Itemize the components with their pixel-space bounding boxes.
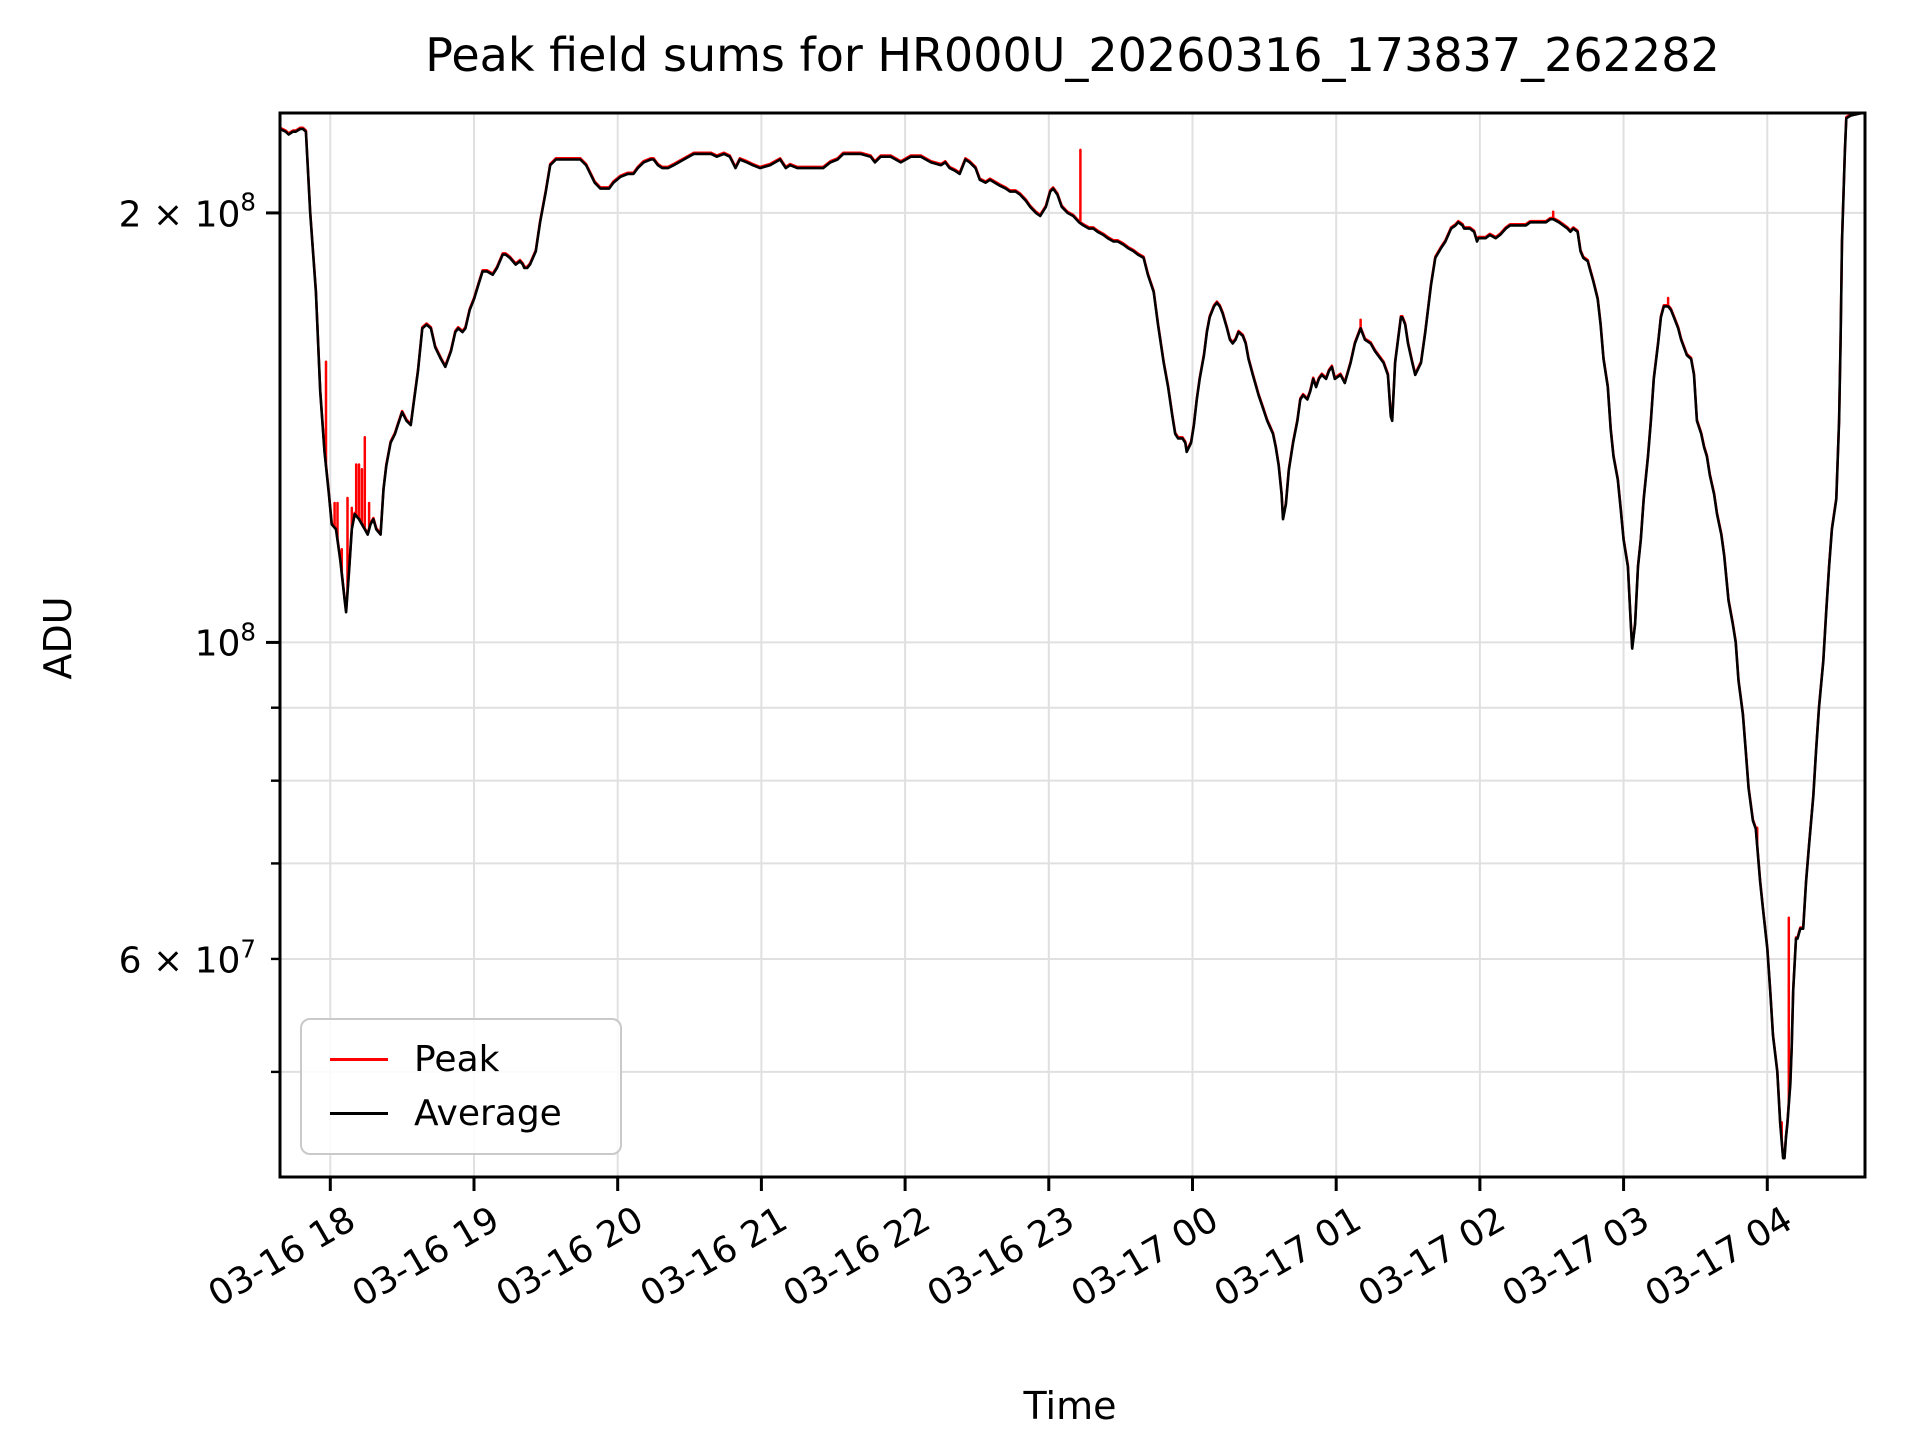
series-layer (279, 112, 1863, 1160)
chart-title: Peak field sums for HR000U_20260316_1738… (425, 28, 1720, 82)
peak-line (279, 112, 1863, 1159)
average-line (279, 112, 1863, 1160)
axis-ticks (266, 211, 1769, 1191)
grid (280, 113, 1865, 1177)
y-tick-label: 6 × 107 (118, 934, 256, 982)
average-line-sample (330, 1112, 388, 1115)
y-tick-label: 2 × 108 (118, 187, 256, 236)
legend-entry-peak: Peak (302, 1039, 620, 1080)
legend-label-peak: Peak (414, 1039, 500, 1080)
legend-entry-average: Average (302, 1093, 620, 1134)
plot-frame (278, 111, 1867, 1179)
y-tick-label: 108 (194, 617, 256, 665)
peak-line-sample (330, 1058, 388, 1061)
legend-label-average: Average (414, 1093, 562, 1134)
y-axis-label: ADU (36, 596, 80, 680)
legend: Peak Average (300, 1018, 622, 1155)
x-axis-label: Time (1023, 1384, 1117, 1428)
